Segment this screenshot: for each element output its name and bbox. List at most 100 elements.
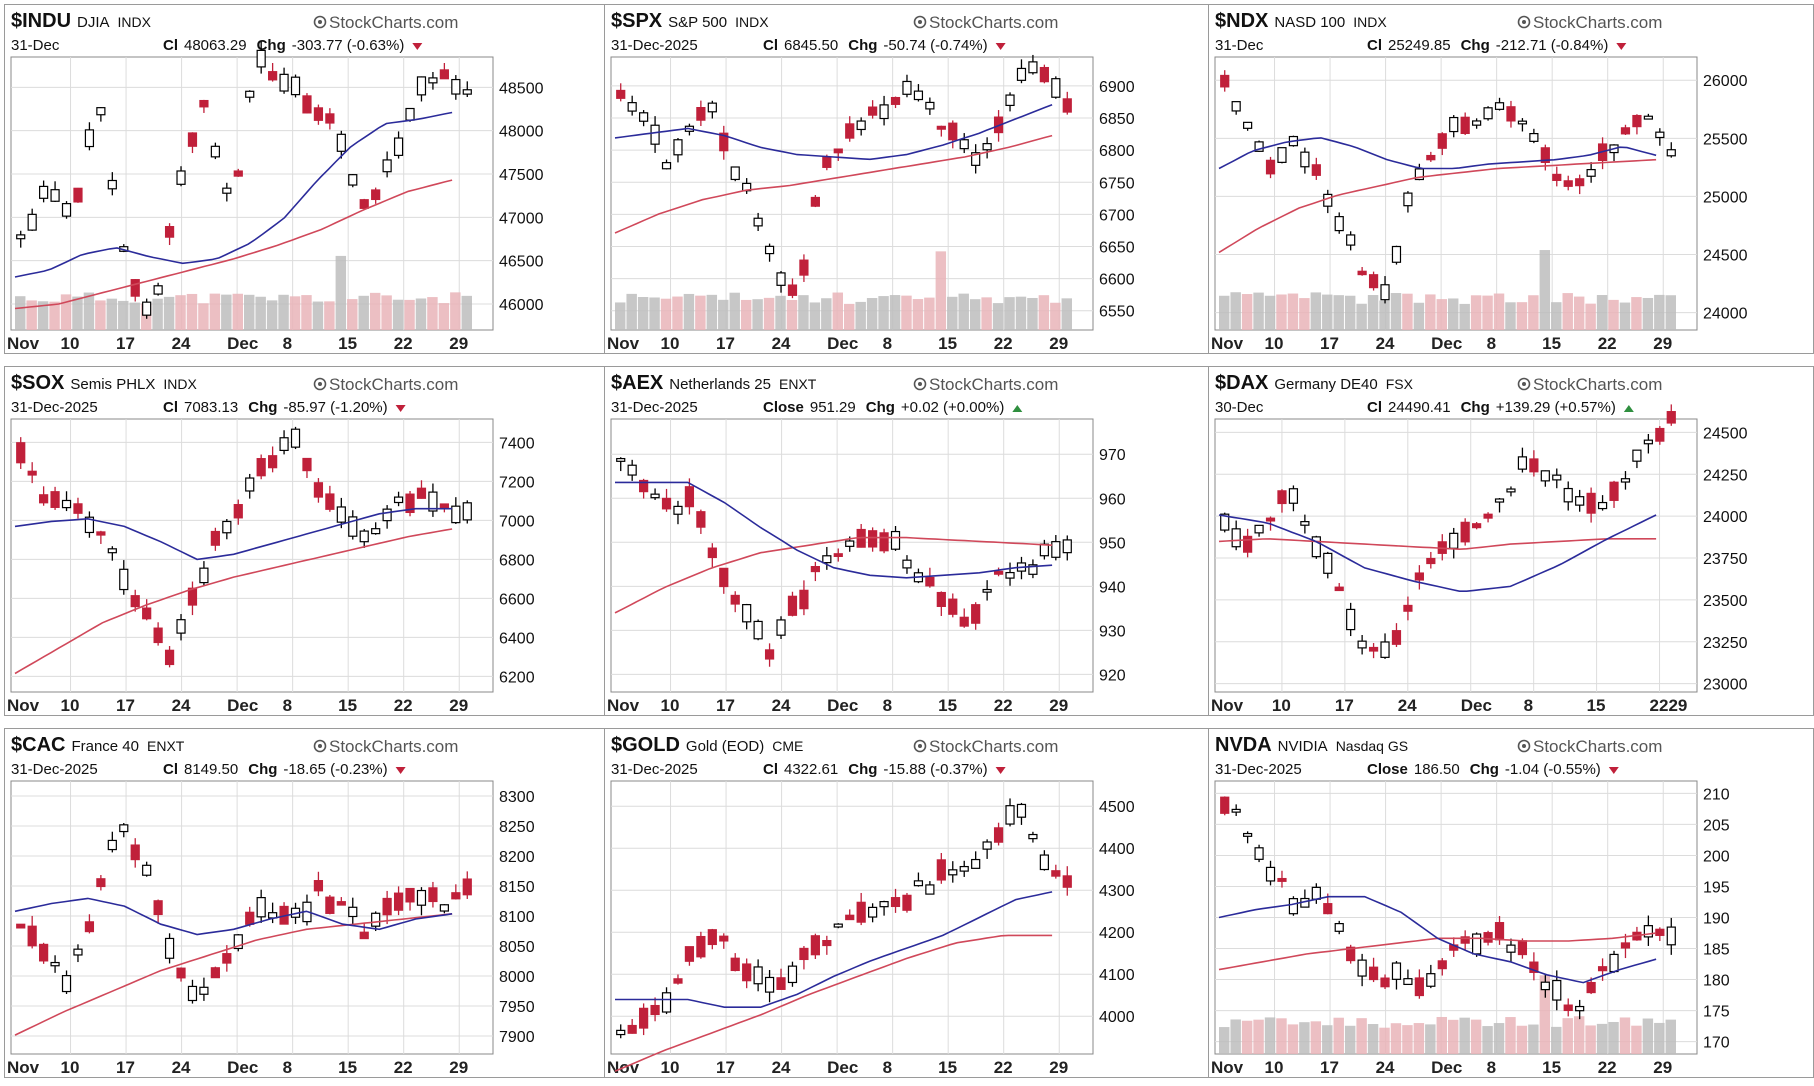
candle-body (256, 49, 266, 68)
chart-panel-sox[interactable]: $SOX Semis PHLX INDX StockCharts.com 31-Dec-… (4, 366, 610, 716)
candle-body (348, 174, 358, 186)
x-tick-label: 24 (772, 696, 791, 715)
candle-body (96, 878, 106, 888)
candle-body (313, 107, 324, 121)
candle-body (61, 975, 72, 993)
plot-area (610, 418, 1094, 693)
chart-panel-indu[interactable]: $INDU DJIA INDX StockCharts.com 31-Dec Cl 4806… (4, 4, 610, 354)
volume-bar (1665, 1019, 1676, 1054)
up-triangle-icon (1012, 405, 1023, 412)
candle-body (936, 125, 946, 130)
volume-bar (1528, 1024, 1539, 1054)
chart-panel-ndx[interactable]: $NDX NASD 100 INDX StockCharts.com 31-Dec Cl 2… (1208, 4, 1814, 354)
candle-body (96, 531, 106, 536)
candle-body (233, 170, 243, 177)
chg-label: Chg (1461, 399, 1490, 416)
watermark-logo-icon (313, 377, 327, 391)
chart-symbol: NVDA (1215, 734, 1272, 756)
chart-exchange: CME (772, 738, 803, 754)
candle-body (1666, 926, 1676, 946)
candle-body (382, 508, 392, 522)
x-tick-label: 2229 (1650, 696, 1688, 715)
candle-body (764, 245, 775, 255)
candle-body (1265, 517, 1276, 522)
candle-body (833, 148, 843, 154)
chart-panel-gold[interactable]: $GOLD Gold (EOD) CME StockCharts.com 31-Dec-… (604, 728, 1210, 1078)
x-tick-label: 22 (394, 1058, 413, 1077)
candle-body (822, 940, 832, 947)
close-value: 951.29 (810, 399, 856, 416)
volume-bar (72, 296, 83, 330)
candle-body (776, 619, 786, 636)
candle-body (1620, 478, 1631, 483)
candle-body (359, 530, 369, 543)
candle-body (742, 963, 752, 982)
x-tick-label: 29 (449, 334, 468, 353)
candle-body (290, 76, 301, 96)
volume-bar (1310, 292, 1322, 330)
candle-body (1016, 803, 1027, 818)
candle-body (222, 520, 232, 534)
candle-body (753, 966, 763, 985)
candle-body (1529, 961, 1539, 973)
x-tick-label: 15 (338, 1058, 357, 1077)
candle-body (268, 455, 278, 469)
volume-bar (324, 301, 335, 330)
x-tick-label: Nov (607, 696, 640, 715)
y-tick-label: 47500 (499, 167, 544, 184)
candle-body (416, 487, 427, 499)
chart-panel-nvda[interactable]: NVDA NVIDIA Nasdaq GS StockCharts.com 31-Dec… (1208, 728, 1814, 1078)
candle-body (1311, 536, 1321, 558)
candle-body (50, 189, 60, 202)
volume-bar (1619, 1017, 1631, 1054)
x-tick-label: 24 (1376, 1058, 1395, 1077)
watermark-text: StockCharts.com (329, 737, 458, 756)
y-tick-label: 7200 (499, 474, 535, 491)
volume-bar (809, 302, 821, 330)
volume-bar (1287, 1024, 1299, 1054)
chart-name: DJIA (77, 14, 110, 31)
candle-body (153, 627, 163, 644)
y-tick-label: 950 (1099, 535, 1126, 552)
stockcharts-watermark: StockCharts.com (913, 375, 1058, 394)
x-tick-label: 17 (116, 696, 135, 715)
chart-symbol: $AEX (611, 372, 664, 394)
candle-body (428, 887, 438, 903)
candle-body (1494, 102, 1505, 110)
y-tick-label: 8050 (499, 939, 535, 956)
volume-bar (1367, 295, 1379, 330)
close-label: Cl (1367, 399, 1382, 416)
y-tick-label: 6900 (1099, 79, 1135, 96)
x-tick-label: 24 (772, 1058, 791, 1077)
chart-panel-spx[interactable]: $SPX S&P 500 INDX StockCharts.com 31-Dec-202… (604, 4, 1210, 354)
chart-panel-dax[interactable]: $DAX Germany DE40 FSX StockCharts.com 30-Dec… (1208, 366, 1814, 716)
candle-body (50, 961, 60, 967)
volume-bar (1264, 295, 1276, 330)
x-tick-label: 22 (394, 696, 413, 715)
chart-panel-cac[interactable]: $CAC France 40 ENXT StockCharts.com 31-Dec-2… (4, 728, 610, 1078)
watermark-text: StockCharts.com (329, 375, 458, 394)
x-tick-label: 24 (172, 334, 191, 353)
chart-panel-aex[interactable]: $AEX Netherlands 25 ENXT StockCharts.com 31-… (604, 366, 1210, 716)
volume-bar (844, 303, 855, 330)
candle-body (1483, 513, 1493, 519)
x-tick-label: 24 (172, 696, 191, 715)
x-tick-label: 8 (1524, 696, 1533, 715)
volume-bar (706, 294, 718, 330)
candle-body (73, 503, 83, 514)
volume-bar (289, 296, 301, 330)
candle-body (416, 76, 427, 96)
volume-bar (1665, 295, 1676, 330)
volume-bar (1459, 1017, 1470, 1054)
candle-body (130, 279, 140, 297)
candle-body (176, 619, 186, 634)
candle-body (1323, 193, 1333, 207)
candle-body (39, 185, 49, 199)
candle-body (959, 865, 969, 872)
candle-body (787, 284, 798, 296)
candle-body (1552, 979, 1562, 1001)
candle-body (1311, 886, 1321, 900)
x-tick-label: 29 (449, 696, 468, 715)
volume-bar (981, 297, 992, 330)
y-tick-label: 170 (1703, 1035, 1730, 1052)
